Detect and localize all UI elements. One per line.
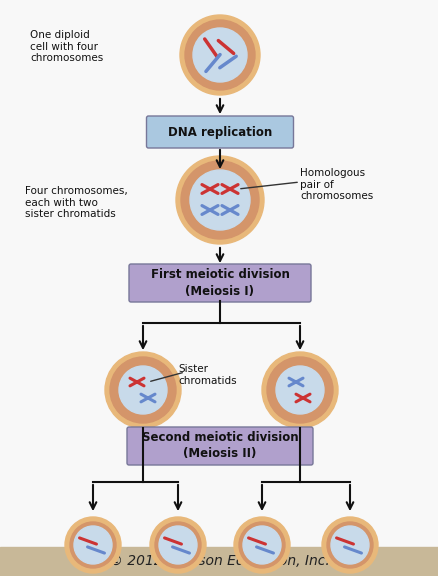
- Circle shape: [330, 526, 368, 564]
- Circle shape: [70, 522, 116, 568]
- Text: DNA replication: DNA replication: [167, 126, 272, 138]
- Text: Homologous
pair of
chromosomes: Homologous pair of chromosomes: [299, 168, 372, 201]
- Circle shape: [159, 526, 197, 564]
- Circle shape: [184, 20, 254, 90]
- Text: First meiotic division
(Meiosis I): First meiotic division (Meiosis I): [150, 268, 289, 297]
- Circle shape: [110, 357, 176, 423]
- Circle shape: [276, 366, 323, 414]
- Circle shape: [261, 352, 337, 428]
- Text: Second meiotic division
(Meiosis II): Second meiotic division (Meiosis II): [141, 431, 298, 460]
- Circle shape: [190, 170, 249, 230]
- Circle shape: [74, 526, 112, 564]
- Circle shape: [243, 526, 280, 564]
- FancyBboxPatch shape: [129, 264, 310, 302]
- Circle shape: [155, 522, 201, 568]
- Circle shape: [65, 517, 121, 573]
- Circle shape: [321, 517, 377, 573]
- Circle shape: [180, 15, 259, 95]
- Circle shape: [326, 522, 372, 568]
- Circle shape: [105, 352, 180, 428]
- Circle shape: [119, 366, 166, 414]
- Text: © 2012 Pearson Education, Inc.: © 2012 Pearson Education, Inc.: [109, 555, 329, 569]
- FancyBboxPatch shape: [146, 116, 293, 148]
- Text: Four chromosomes,
each with two
sister chromatids: Four chromosomes, each with two sister c…: [25, 186, 127, 219]
- Circle shape: [266, 357, 332, 423]
- Circle shape: [193, 28, 247, 82]
- FancyBboxPatch shape: [127, 427, 312, 465]
- Circle shape: [150, 517, 205, 573]
- Circle shape: [180, 161, 258, 239]
- Text: Sister
chromatids: Sister chromatids: [177, 364, 236, 385]
- Circle shape: [233, 517, 290, 573]
- Text: One diploid
cell with four
chromosomes: One diploid cell with four chromosomes: [30, 30, 103, 63]
- Bar: [0, 547, 438, 576]
- Circle shape: [238, 522, 284, 568]
- Circle shape: [176, 156, 263, 244]
